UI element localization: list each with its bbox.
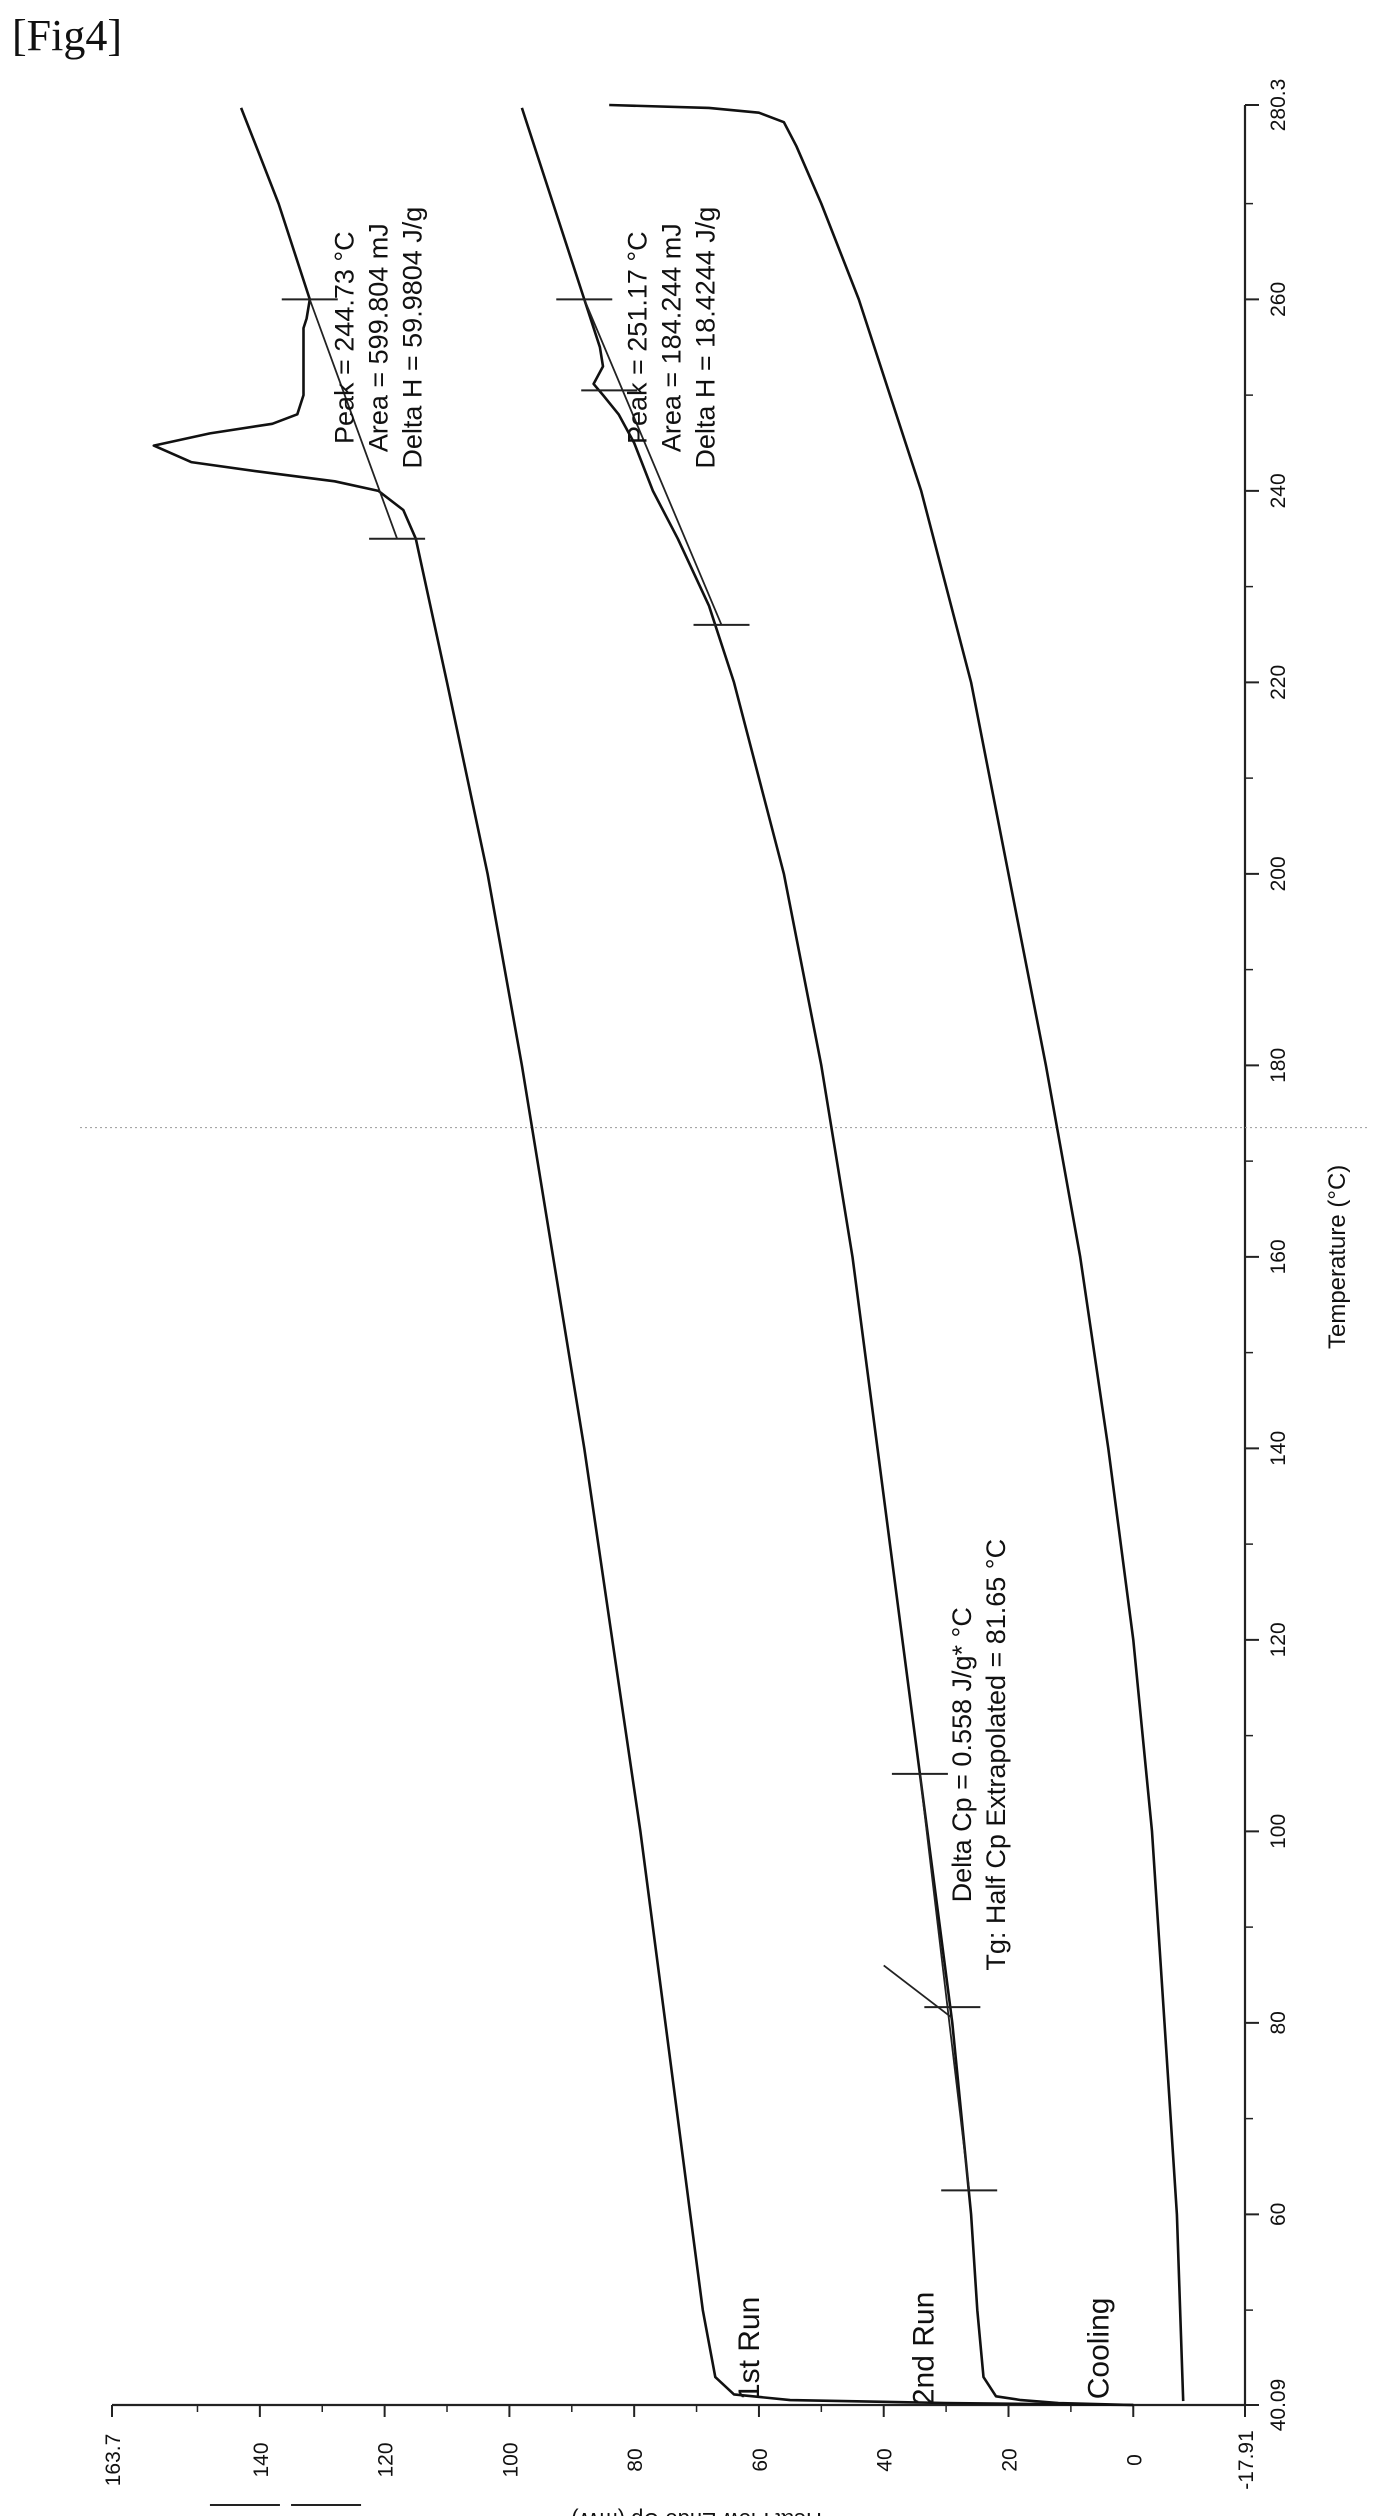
heatflow-tick-label: 163.7 — [102, 2434, 125, 2487]
markup-layer — [282, 299, 997, 2190]
heatflow-axis-title: Heat Flow Endo Up (mW) — [571, 2508, 822, 2516]
temperature-tick-label: 280.3 — [1267, 79, 1290, 132]
temperature-tick-label: 60 — [1267, 2203, 1290, 2226]
heatflow-tick-label: 140 — [250, 2442, 273, 2477]
labels-layer: 1st Run2nd RunCoolingPeak = 244.73 °CAre… — [329, 207, 1115, 2405]
heatflow-tick-label: 80 — [624, 2448, 647, 2471]
annotation-line: Delta H = 59.9804 J/g — [397, 207, 427, 469]
heatflow-tick-label: 0 — [1123, 2454, 1146, 2466]
axes: 40.096080100120140160180200220240260280.… — [80, 79, 1370, 2516]
temperature-tick-label: 200 — [1267, 856, 1290, 891]
series-line-1st-run — [154, 108, 1134, 2405]
annotation-line: Delta H = 18.4244 J/g — [691, 207, 721, 469]
temperature-tick-label: 180 — [1267, 1048, 1290, 1083]
heatflow-tick-label: 20 — [998, 2448, 1021, 2471]
temperature-tick-label: 140 — [1267, 1431, 1290, 1466]
heatflow-tick-label: -17.91 — [1235, 2430, 1258, 2490]
temperature-tick-label: 260 — [1267, 282, 1290, 317]
annotation-line: Area = 184.244 mJ — [657, 223, 687, 452]
annotation-line: Area = 599.804 mJ — [363, 223, 393, 452]
temperature-tick-label: 120 — [1267, 1622, 1290, 1657]
temperature-tick-label: 160 — [1267, 1239, 1290, 1274]
series-label: Cooling — [1082, 2298, 1115, 2400]
temperature-tick-label: 100 — [1267, 1814, 1290, 1849]
annotation-line: Tg: Half Cp Extrapolated = 81.65 °C — [981, 1539, 1011, 1971]
series-label: 1st Run — [733, 2297, 766, 2400]
temperature-tick-label: 40.09 — [1267, 2379, 1290, 2432]
temperature-tick-label: 220 — [1267, 665, 1290, 700]
series-label: 2nd Run — [908, 2292, 941, 2405]
temperature-tick-label: 80 — [1267, 2011, 1290, 2034]
annotation-line: Peak = 244.73 °C — [329, 231, 359, 444]
annotation-line: Delta Cp = 0.558 J/g* °C — [947, 1607, 977, 1902]
heatflow-tick-label: 40 — [874, 2448, 897, 2471]
heatflow-tick-label: 60 — [749, 2448, 772, 2471]
tg-leader-line — [884, 1965, 953, 2018]
temperature-tick-label: 240 — [1267, 473, 1290, 508]
temperature-axis-title: Temperature (°C) — [1324, 1165, 1351, 1349]
heatflow-tick-label: 120 — [375, 2442, 398, 2477]
annotation-line: Peak = 251.17 °C — [623, 231, 653, 444]
series-line-2nd-run — [522, 108, 1133, 2405]
heatflow-tick-label: 100 — [499, 2442, 522, 2477]
